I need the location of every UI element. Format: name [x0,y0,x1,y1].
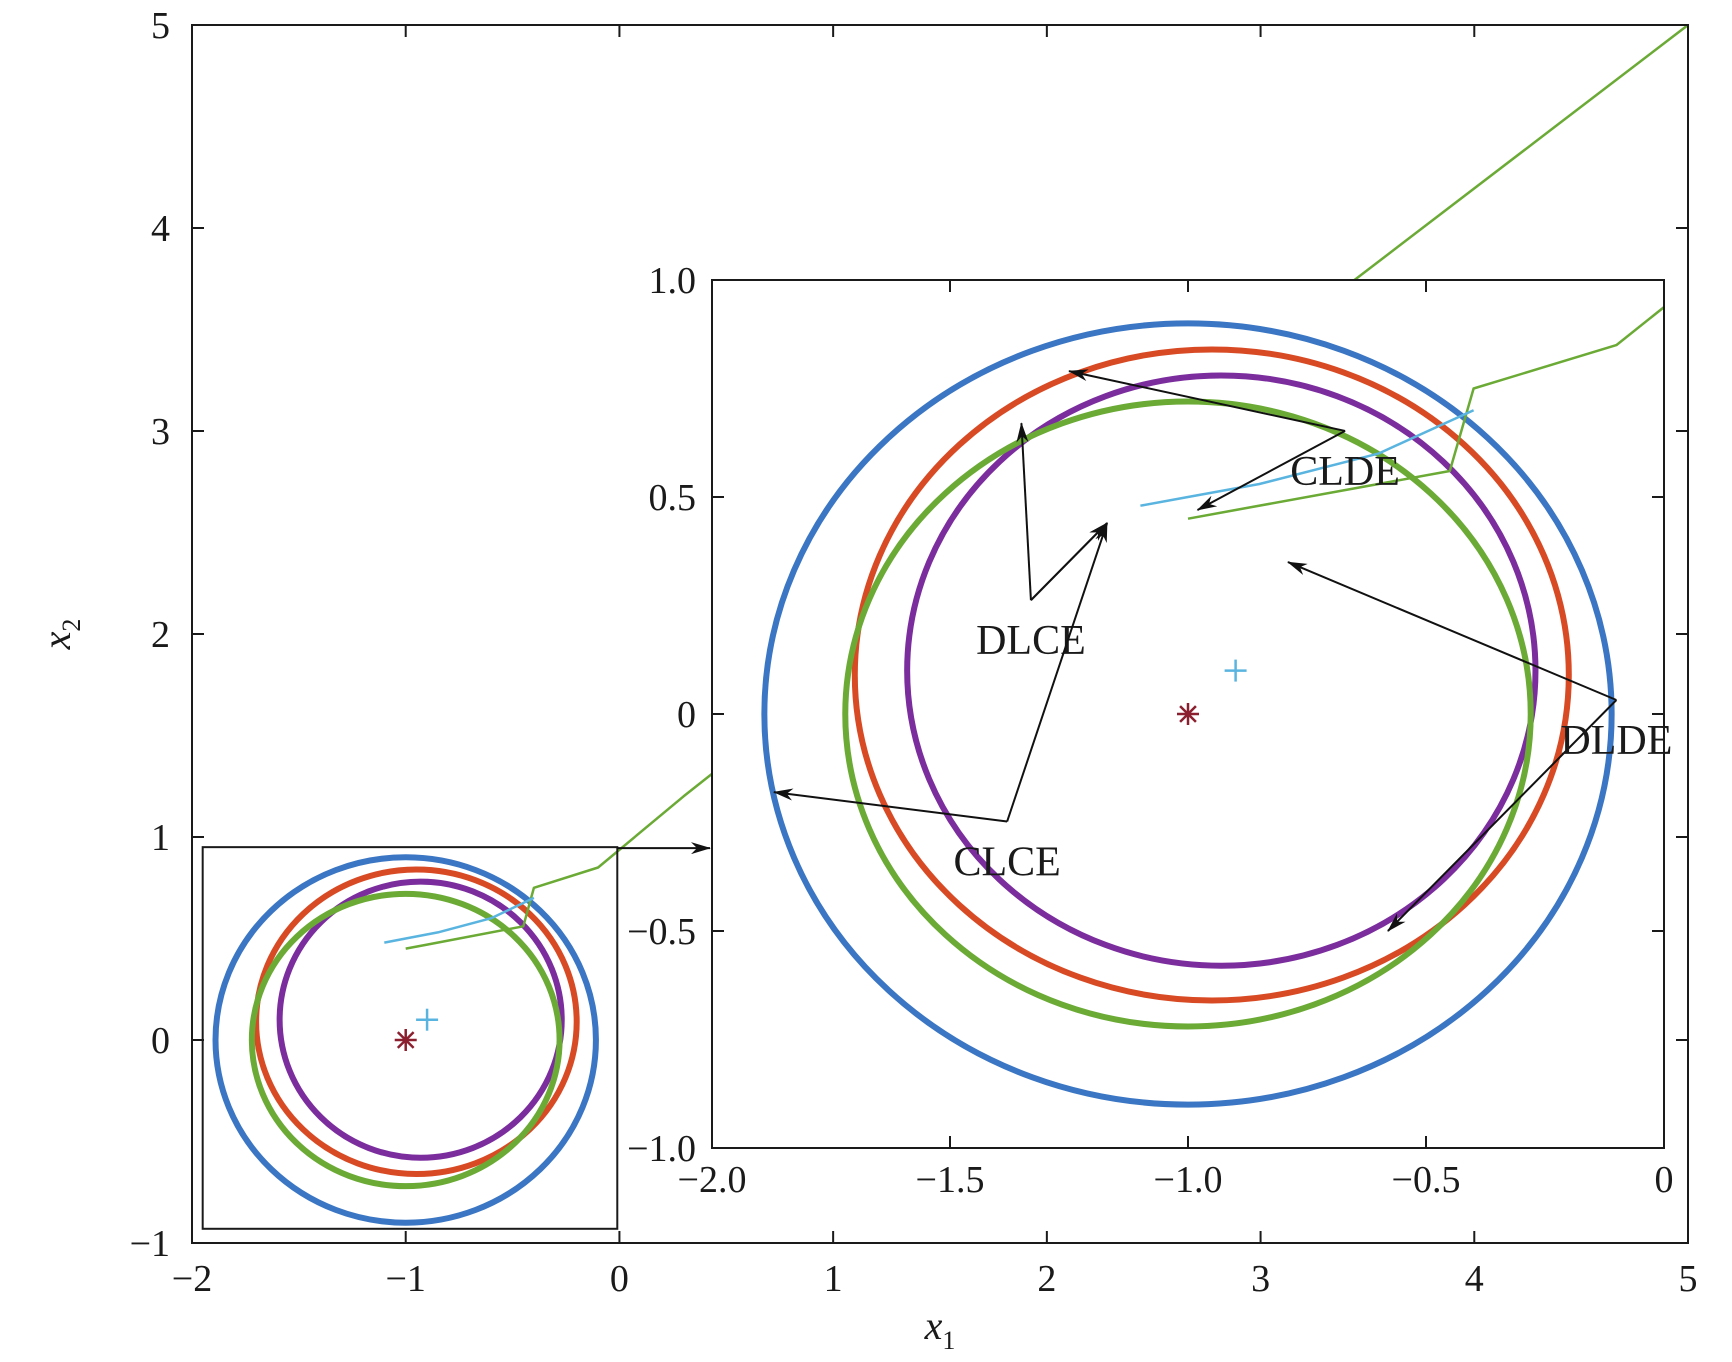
annotation-label: CLCE [953,840,1060,886]
main-y-tick-label: 3 [151,411,170,453]
inset-limit-cycle-0 [761,320,1615,1108]
main-x-tick-label: 2 [1037,1258,1056,1300]
inset-x-tick-label: −1.5 [916,1159,985,1201]
inset-limit-cycle-1 [851,346,1572,1004]
inset-limit-cycle-3 [842,398,1534,1030]
annotations-layer: CLDE DLCE DLDE CLCE [772,369,1672,932]
inset-y-tick-label: 0.5 [649,477,697,519]
annotation-label: DLCE [976,618,1086,664]
y-axis-label-sub: 2 [57,619,86,632]
annotation-label: CLDE [1290,449,1400,495]
main-equilibrium-asterisk [394,1029,417,1051]
main-limit-cycle-0 [212,854,599,1226]
inset-x-tick-label: 0 [1655,1159,1674,1201]
inset-x-tick-label: −1.0 [1154,1159,1223,1201]
inset-x-tick-label: −0.5 [1392,1159,1461,1201]
annotation-arrow [1016,422,1032,601]
main-x-tick-label: 4 [1465,1258,1484,1300]
main-y-tick-label: 1 [151,817,170,859]
main-y-tick-label: −1 [130,1223,170,1265]
annotation-arrow [1030,522,1108,601]
annotation-arrow [772,788,1008,823]
annotation-dlde: DLDE [1287,561,1672,932]
main-y-tick-label: 0 [151,1020,170,1062]
inset-ticks: −2.0 −1.5 −1.0 −0.5 0 −1.0 −0.5 0 0.5 1.0 [627,260,1673,1201]
annotation-arrow [1068,369,1346,432]
annotation-arrow [1387,699,1618,932]
main-limit-cycle-3 [248,890,563,1190]
inset-equilibrium-asterisk [1177,703,1199,725]
inset-equilibrium-plus [1224,659,1247,682]
annotation-clde: CLDE [1068,369,1400,511]
main-x-tick-label: −2 [172,1258,212,1300]
y-axis-label: x2 [34,619,86,651]
main-trajectory-5 [384,896,535,944]
main-x-tick-label: 1 [824,1258,843,1300]
annotation-arrow [1196,430,1346,511]
inset-trajectory-4 [1187,305,1664,520]
main-limit-cycle-1 [253,866,580,1177]
x-axis-label-main: x [924,1303,943,1348]
inset-plot: −2.0 −1.5 −1.0 −0.5 0 −1.0 −0.5 0 0.5 1.0 CLDE DLC… [627,260,1673,1201]
inset-limit-cycle-2 [904,372,1539,969]
zoom-region-box [201,846,619,1230]
annotation-arrow [1006,522,1109,822]
inset-series-layer [761,305,1664,1108]
inset-x-tick-label: −2.0 [678,1159,747,1201]
x-axis-label-sub: 1 [942,1326,955,1355]
inset-y-tick-label: −1.0 [627,1128,696,1170]
main-equilibrium-plus [416,1008,439,1031]
x-axis-label: x1 [924,1303,956,1355]
main-y-tick-label: 4 [151,208,170,250]
main-y-tick-label: 5 [151,5,170,47]
annotation-arrow [1287,561,1617,701]
main-y-tick-label: 2 [151,614,170,656]
annotation-label: DLDE [1560,718,1672,764]
main-x-tick-label: −1 [385,1258,425,1300]
main-x-tick-label: 3 [1251,1258,1270,1300]
main-x-tick-label: 0 [610,1258,629,1300]
main-limit-cycle-2 [276,878,565,1161]
annotation-clce: CLCE [772,522,1109,886]
inset-y-tick-label: −0.5 [627,911,696,953]
inset-trajectory-5 [1140,409,1475,507]
y-axis-label-main: x [34,631,79,650]
inset-y-tick-label: 0 [677,694,696,736]
inset-y-tick-label: 1.0 [649,260,697,302]
main-x-tick-label: 5 [1679,1258,1698,1300]
